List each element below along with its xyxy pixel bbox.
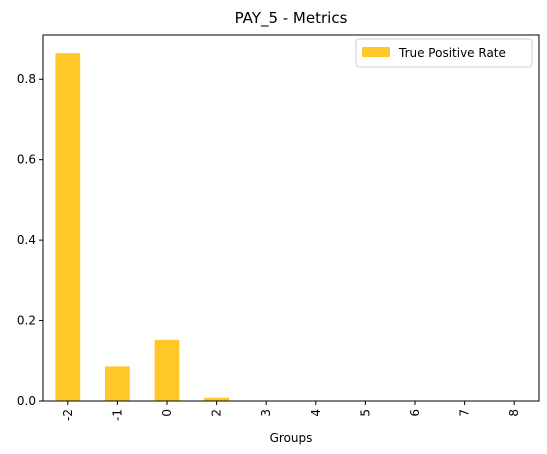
x-tick-label: -1 bbox=[110, 409, 124, 421]
x-axis-label: Groups bbox=[270, 431, 313, 445]
y-axis: 0.0 0.2 0.4 0.6 0.8 bbox=[17, 72, 43, 408]
x-tick-label: 2 bbox=[210, 409, 224, 417]
chart-title: PAY_5 - Metrics bbox=[235, 9, 348, 28]
x-tick-label: 7 bbox=[458, 409, 472, 417]
bars-group bbox=[55, 53, 229, 401]
y-tick-label: 0.6 bbox=[17, 153, 36, 167]
legend-box bbox=[355, 38, 533, 68]
y-tick-label: 0.0 bbox=[17, 394, 36, 408]
x-tick-label: 5 bbox=[358, 409, 372, 417]
y-tick-label: 0.8 bbox=[17, 72, 36, 86]
x-tick-label: 4 bbox=[309, 409, 323, 417]
x-tick-label: 8 bbox=[507, 409, 521, 417]
bar-2 bbox=[204, 397, 229, 401]
x-tick-label: 0 bbox=[160, 409, 174, 417]
x-tick-label: 6 bbox=[408, 409, 422, 417]
plot-frame bbox=[42, 34, 540, 402]
legend-label: True Positive Rate bbox=[398, 46, 506, 60]
legend: True Positive Rate bbox=[355, 38, 533, 68]
x-tick-label: 3 bbox=[259, 409, 273, 417]
bar--2 bbox=[55, 53, 81, 401]
x-axis: -2 -1 0 2 3 4 5 6 7 8 bbox=[61, 401, 521, 421]
y-tick-label: 0.4 bbox=[17, 233, 36, 247]
bar--1 bbox=[105, 366, 130, 401]
y-tick-label: 0.2 bbox=[17, 314, 36, 328]
x-tick-label: -2 bbox=[61, 409, 75, 421]
legend-swatch bbox=[362, 47, 390, 57]
bar-0 bbox=[154, 339, 180, 401]
